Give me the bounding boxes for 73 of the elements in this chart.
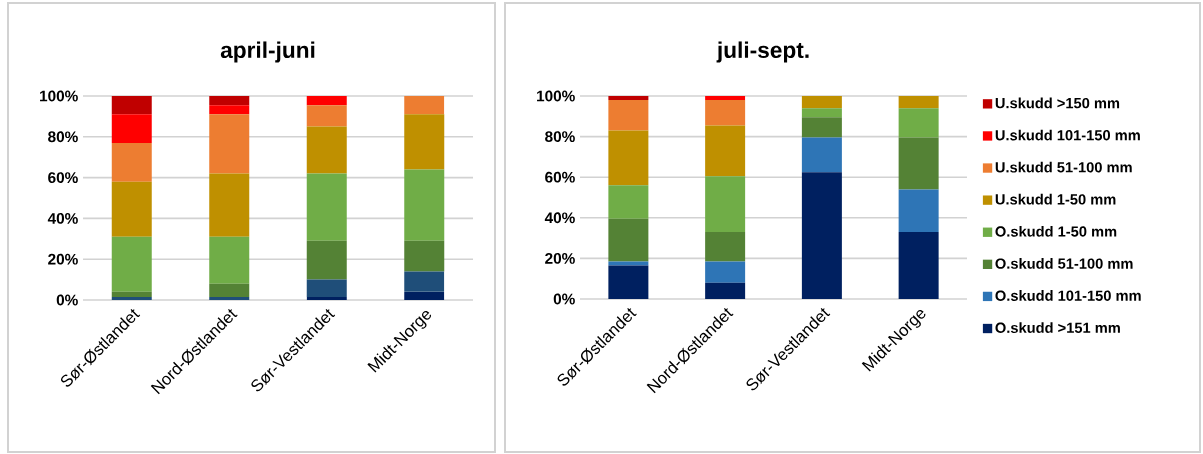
- bar: [898, 232, 939, 299]
- bar: [111, 142, 152, 182]
- bar: [209, 236, 250, 284]
- legend-label: O.skudd 51-100 mm: [995, 258, 1133, 269]
- bar: [801, 96, 842, 109]
- bar: [898, 189, 939, 233]
- bar: [404, 169, 445, 241]
- bar: [608, 96, 649, 101]
- bar: [608, 265, 649, 299]
- y-tick-label: 80%: [48, 131, 78, 143]
- chart-title: juli-sept.: [716, 41, 809, 63]
- legend-label: O.skudd 1-50 mm: [995, 225, 1117, 237]
- bar: [705, 282, 746, 299]
- bar: [209, 173, 250, 237]
- y-tick-label: 60%: [545, 171, 575, 183]
- bar: [306, 173, 347, 241]
- bar: [306, 126, 347, 174]
- bar: [801, 108, 842, 118]
- bar: [111, 96, 152, 115]
- y-tick-label: 100%: [40, 90, 78, 102]
- bar: [111, 181, 152, 237]
- bar: [111, 236, 152, 292]
- bar: [209, 296, 250, 300]
- bar: [608, 130, 649, 186]
- y-tick-label: 60%: [48, 172, 78, 184]
- bar: [306, 105, 347, 127]
- bar: [209, 283, 250, 297]
- legend-label: U.skudd 1-50 mm: [995, 193, 1116, 205]
- legend-label: U.skudd 101-150 mm: [995, 129, 1140, 141]
- bar: [705, 96, 746, 101]
- chart-title: april-juni: [220, 41, 315, 63]
- bar: [404, 271, 445, 292]
- bar: [404, 96, 445, 115]
- bar: [306, 96, 347, 106]
- legend-label: O.skudd 101-150 mm: [995, 290, 1141, 301]
- bar: [608, 218, 649, 262]
- bar: [111, 296, 152, 300]
- bar: [209, 114, 250, 174]
- y-tick-label: 40%: [47, 212, 78, 224]
- y-tick-label: 20%: [545, 252, 575, 264]
- bar: [111, 291, 152, 297]
- y-tick-label: 0%: [553, 293, 575, 305]
- legend-label: O.skudd >151 mm: [995, 322, 1120, 333]
- legend-label: U.skudd >150 mm: [995, 97, 1120, 109]
- y-tick-label: 80%: [545, 131, 575, 143]
- bar: [111, 114, 152, 143]
- bar: [608, 185, 649, 219]
- bar: [608, 100, 649, 131]
- bar: [801, 172, 842, 299]
- bar: [705, 125, 746, 177]
- bar: [404, 114, 445, 170]
- bar: [608, 261, 649, 266]
- y-tick-label: 40%: [544, 212, 575, 224]
- bar: [705, 232, 746, 262]
- bar: [898, 108, 939, 138]
- y-tick-label: 20%: [48, 253, 78, 265]
- legend-label: U.skudd 51-100 mm: [995, 161, 1132, 173]
- bar: [801, 117, 842, 138]
- bar: [306, 296, 347, 300]
- bar: [209, 105, 250, 115]
- y-tick-label: 100%: [537, 90, 575, 102]
- bar: [705, 100, 746, 126]
- bar: [898, 137, 939, 190]
- bar: [705, 261, 746, 283]
- bar: [306, 279, 347, 297]
- bar: [898, 96, 939, 109]
- bar: [705, 176, 746, 233]
- bar: [209, 96, 250, 106]
- bar: [801, 137, 842, 173]
- y-tick-label: 0%: [56, 294, 78, 306]
- bar: [404, 291, 445, 300]
- bar: [404, 240, 445, 272]
- bar: [306, 240, 347, 280]
